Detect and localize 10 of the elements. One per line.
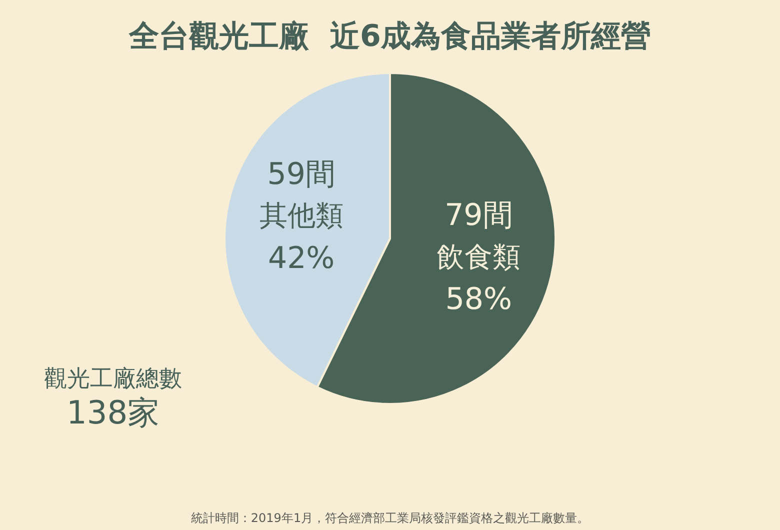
chart-title: 全台觀光工廠 近6成為食品業者所經營 xyxy=(128,18,651,54)
text: 42% xyxy=(268,240,335,276)
slice-label: 飲食類 xyxy=(436,240,521,274)
slice-label: 其他類 xyxy=(259,199,344,232)
text: 138家 xyxy=(66,393,160,432)
text: 觀光工廠總數 xyxy=(44,366,182,392)
data-label: 59間 xyxy=(267,156,336,192)
text: 統計時間：2019年1月，符合經濟部工業局核發評鑑資格之觀光工廠數量。 xyxy=(190,511,590,526)
text: 58% xyxy=(445,282,512,317)
data-label: 79間 xyxy=(444,198,513,233)
